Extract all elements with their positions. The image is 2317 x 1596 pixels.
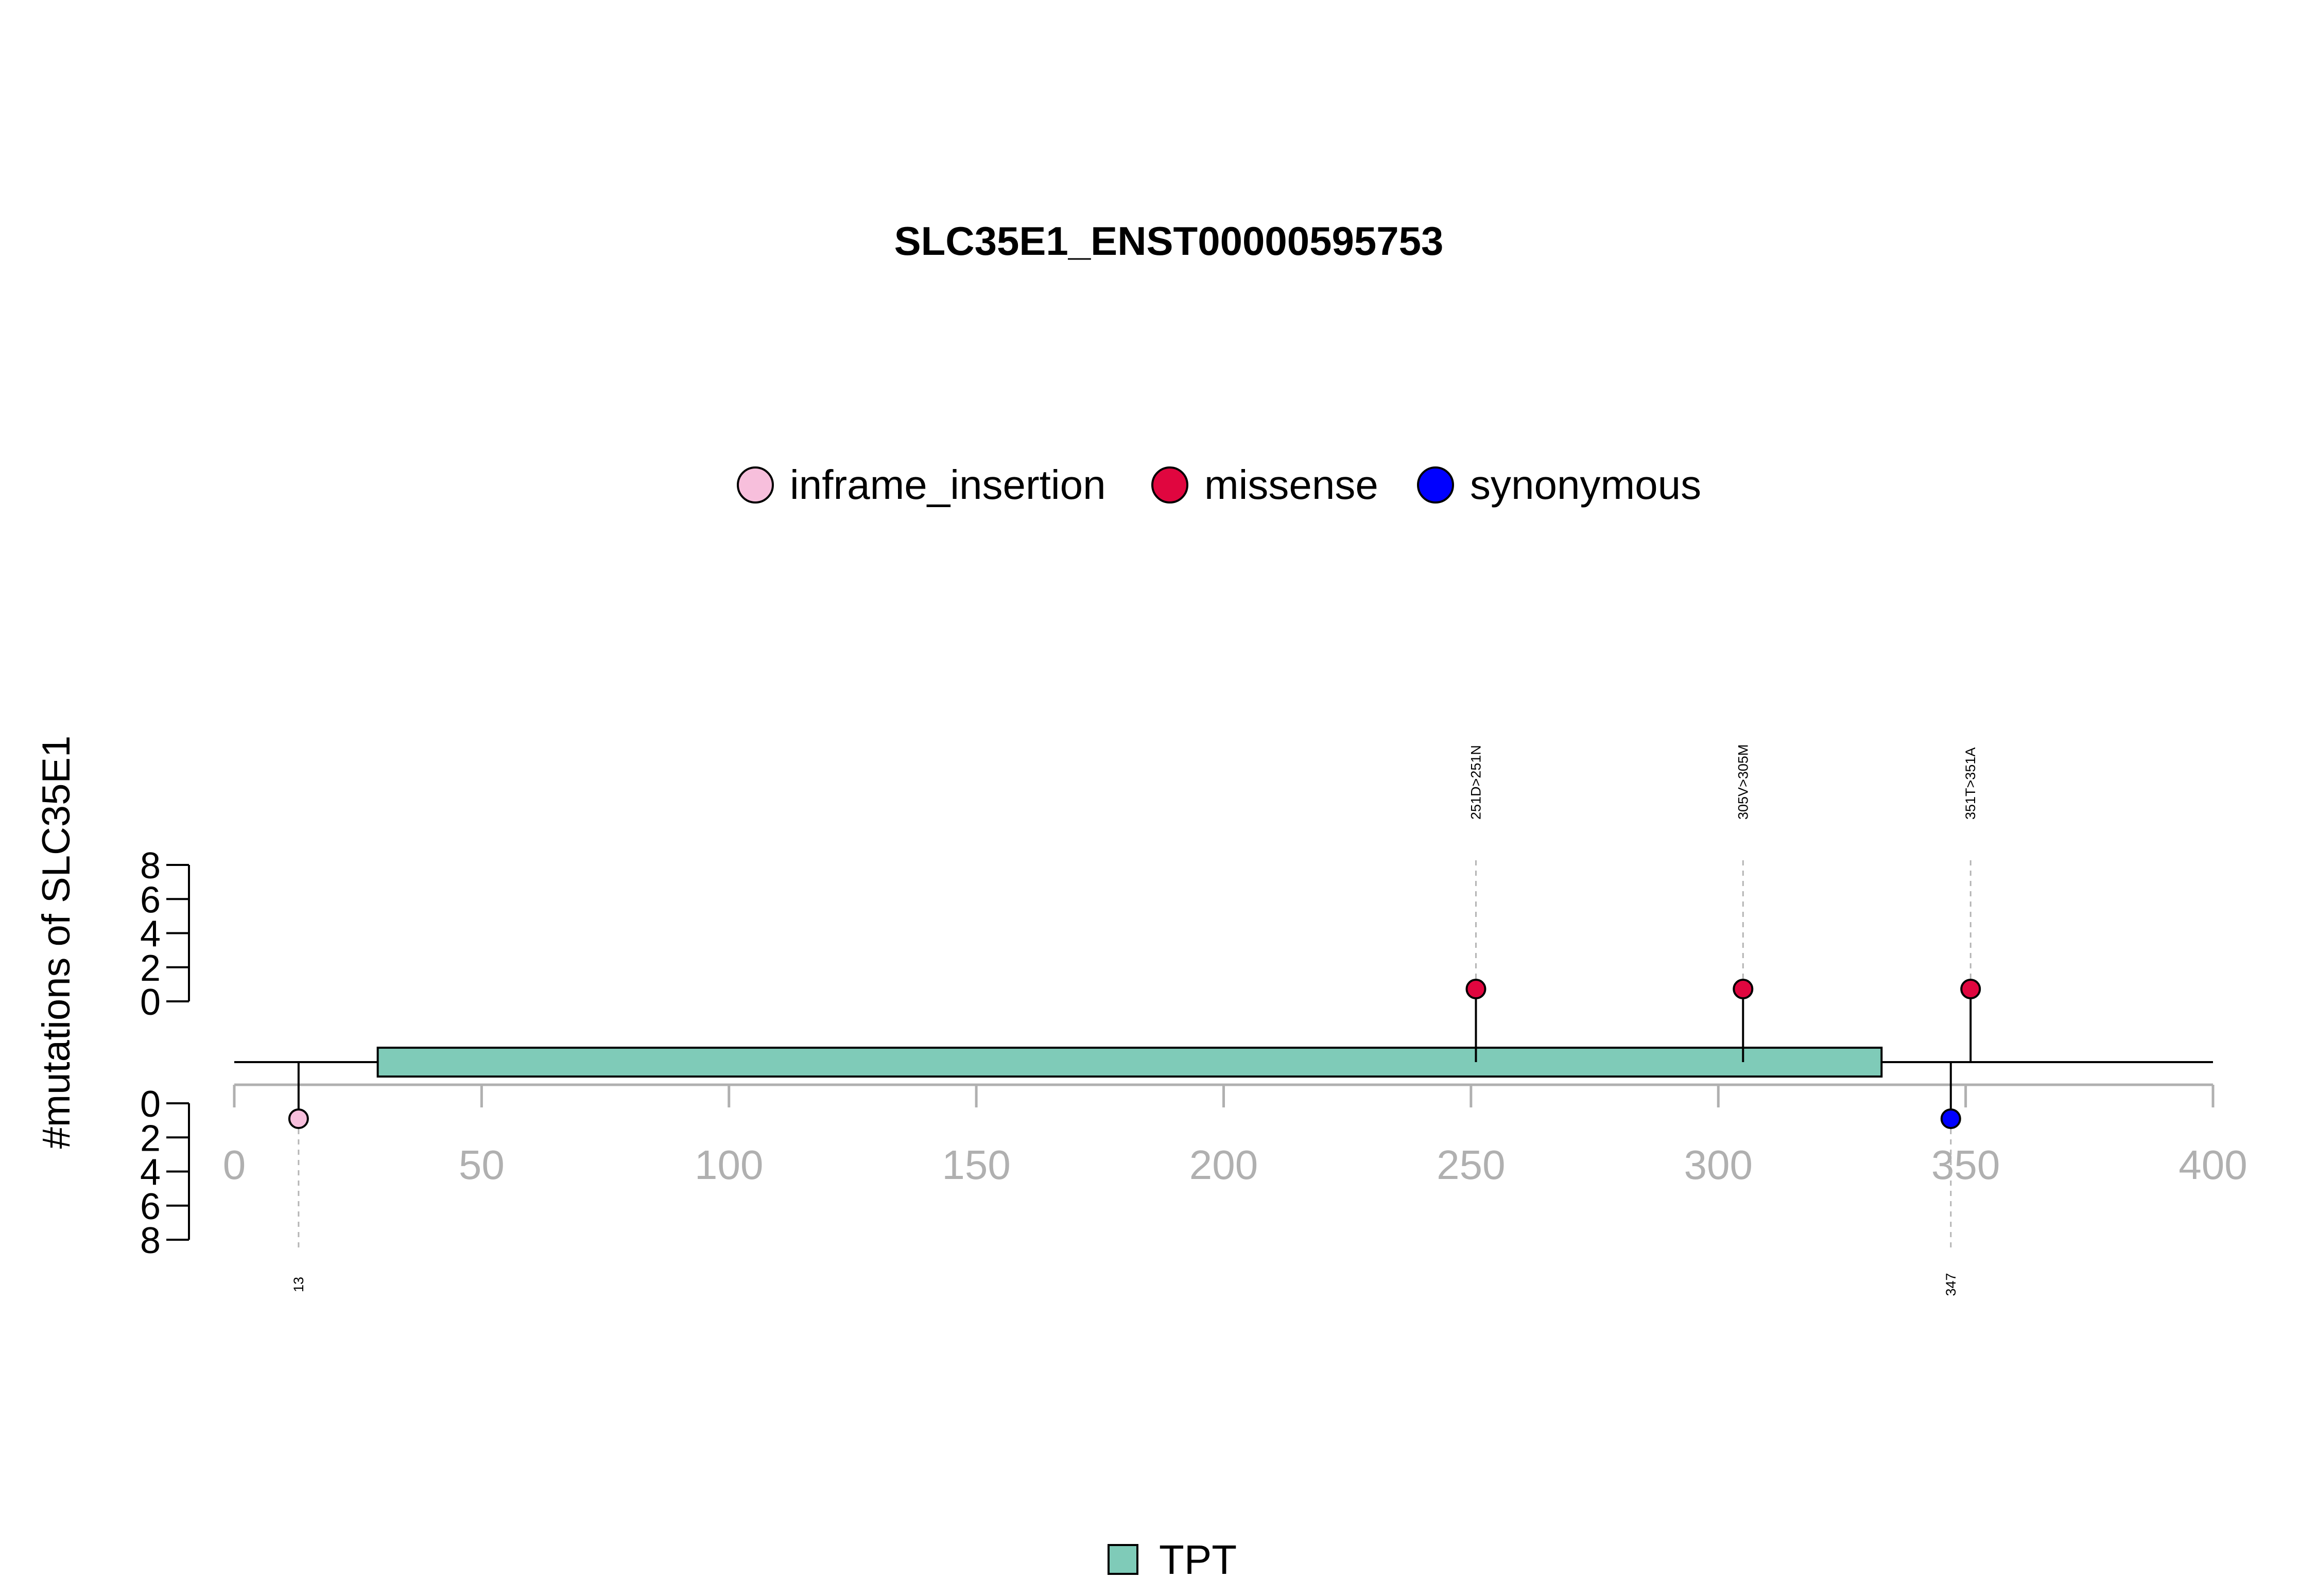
- y-tick-label-top-4: 4: [140, 914, 161, 955]
- x-tick-label-350: 350: [1931, 1142, 2000, 1188]
- chart-title: SLC35E1_ENST00000595753: [894, 218, 1444, 264]
- y-axis-label: #mutations of SLC35E1: [34, 736, 78, 1149]
- mutation-label-351: 351T>351A: [1963, 748, 1978, 820]
- mutation-point-351: [1960, 979, 1981, 999]
- mutation-point-251: [1465, 979, 1486, 999]
- y-tick-label-bottom-8: 8: [140, 1220, 161, 1261]
- mutation-label-305: 305V>305M: [1735, 744, 1751, 820]
- x-tick-label-200: 200: [1189, 1142, 1258, 1188]
- legend-label-missense: missense: [1204, 462, 1378, 508]
- legend-swatch-missense: [1151, 466, 1188, 504]
- mutation-point-13: [288, 1108, 309, 1129]
- y-tick-label-top-2: 2: [140, 948, 161, 989]
- x-tick-label-150: 150: [942, 1142, 1010, 1188]
- domain-TPT: [376, 1047, 1883, 1078]
- mutation-point-347: [1940, 1108, 1961, 1129]
- mutations: 13 251D>251N 305V>305M 347 351T>351A: [288, 744, 1981, 1296]
- protein-backbone: [234, 1047, 2213, 1078]
- domain-legend-swatch-TPT: [1108, 1544, 1138, 1575]
- mutation-label-13: 13: [291, 1277, 306, 1292]
- domain-legend-label-TPT: TPT: [1159, 1537, 1237, 1583]
- domain-legend: TPT: [1108, 1537, 1237, 1583]
- x-axis: 0 50 100 150 200 250 300 350 400: [223, 1083, 2247, 1188]
- x-tick-label-250: 250: [1437, 1142, 1505, 1188]
- y-tick-label-top-0: 0: [140, 982, 161, 1023]
- x-tick-label-50: 50: [459, 1142, 505, 1188]
- y-tick-label-bottom-2: 2: [140, 1118, 161, 1159]
- y-tick-label-bottom-0: 0: [140, 1084, 161, 1125]
- x-tick-label-100: 100: [695, 1142, 763, 1188]
- x-tick-label-0: 0: [223, 1142, 246, 1188]
- mutation-label-347: 347: [1943, 1273, 1959, 1296]
- y-tick-label-bottom-4: 4: [140, 1152, 161, 1193]
- y-tick-label-bottom-6: 6: [140, 1186, 161, 1227]
- mutation-point-305: [1733, 979, 1754, 999]
- legend: inframe_insertion missense synonymous: [737, 462, 1701, 508]
- mutation-label-251: 251D>251N: [1468, 745, 1483, 820]
- x-tick-label-400: 400: [2178, 1142, 2247, 1188]
- y-tick-label-top-6: 6: [140, 879, 161, 921]
- x-tick-label-300: 300: [1684, 1142, 1753, 1188]
- legend-label-inframe_insertion: inframe_insertion: [790, 462, 1106, 508]
- legend-swatch-inframe_insertion: [737, 466, 774, 504]
- y-tick-label-top-8: 8: [140, 845, 161, 887]
- legend-label-synonymous: synonymous: [1470, 462, 1701, 508]
- legend-swatch-synonymous: [1417, 466, 1454, 504]
